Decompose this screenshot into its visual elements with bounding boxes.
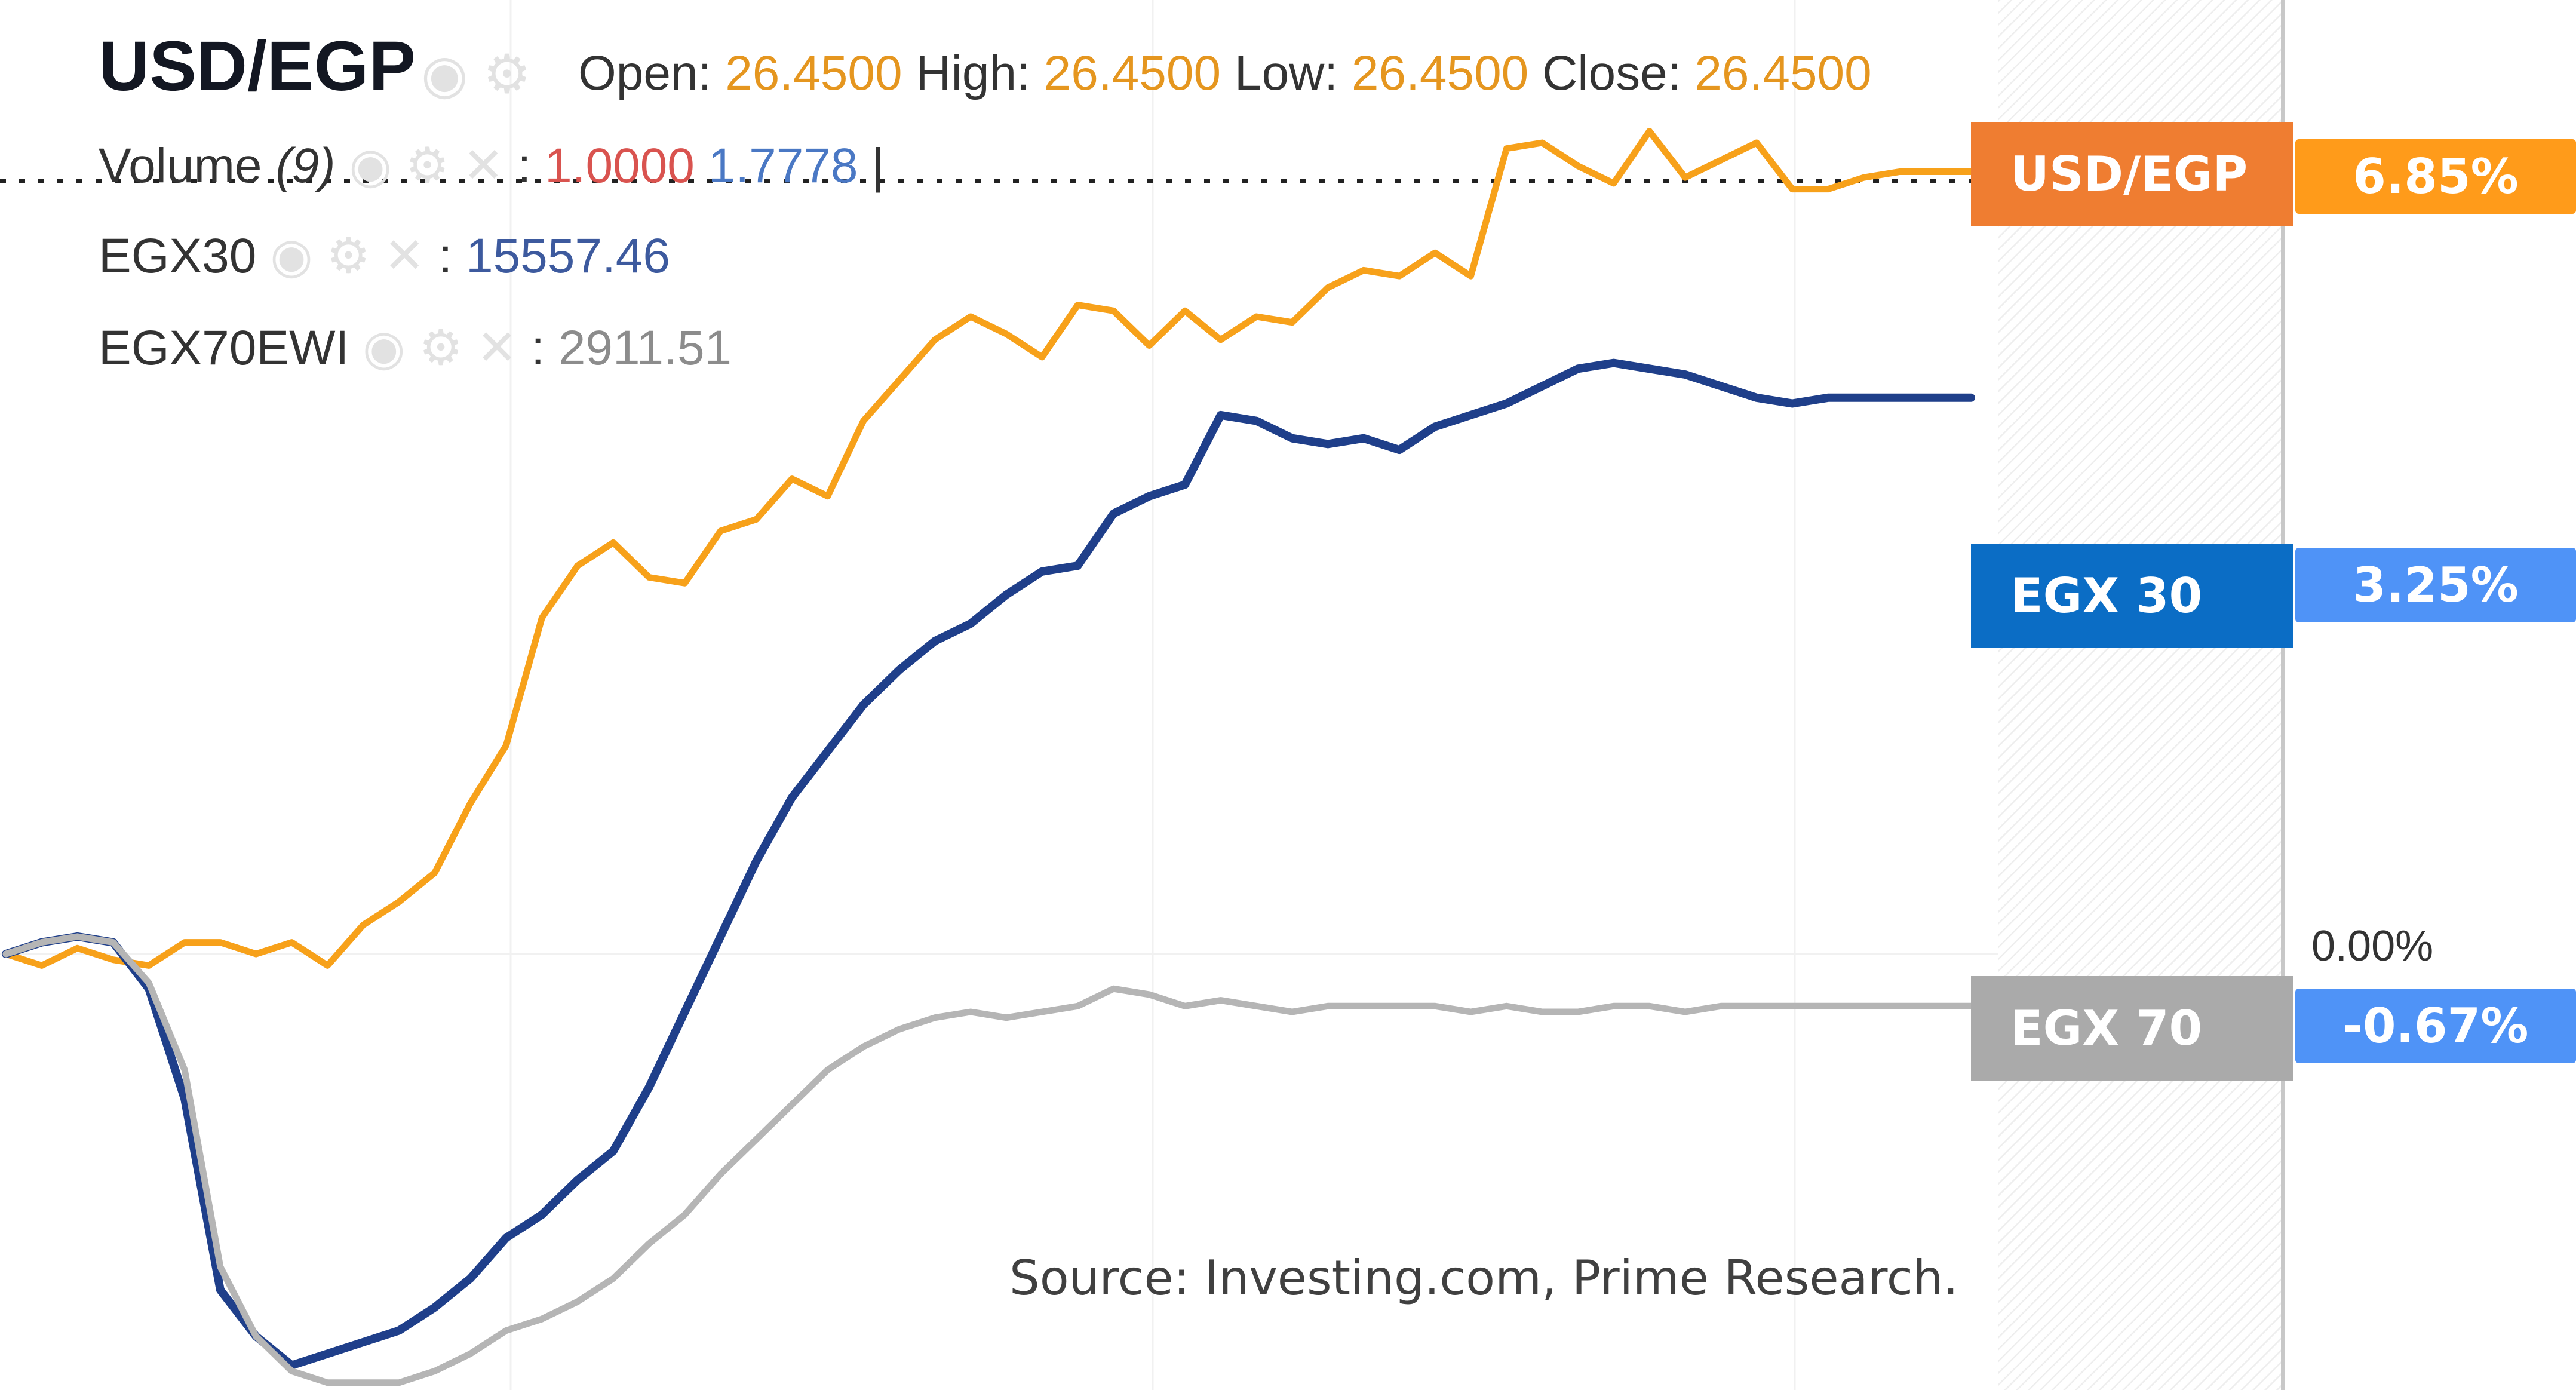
- pct-badge-usd: 6.85%: [2295, 139, 2576, 214]
- high-value: 26.4500: [1043, 46, 1221, 100]
- volume-cursor: |: [871, 139, 885, 193]
- series-tag-egx70: EGX 70: [1971, 976, 2293, 1081]
- close-label: Close:: [1542, 46, 1681, 100]
- ohlc-readout: Open: 26.4500 High: 26.4500 Low: 26.4500…: [578, 49, 1872, 98]
- high-label: High:: [916, 46, 1030, 100]
- eye-icon[interactable]: ◉: [363, 321, 406, 375]
- source-note: Source: Investing.com, Prime Research.: [1009, 1250, 1958, 1306]
- open-value: 26.4500: [725, 46, 902, 100]
- separator: :: [531, 321, 545, 375]
- future-hatched-area: [1998, 0, 2282, 1390]
- egx70-label: EGX70EWI: [99, 321, 349, 375]
- gear-icon[interactable]: ⚙: [405, 139, 450, 193]
- series-tag-egx30: EGX 30: [1971, 544, 2293, 648]
- open-label: Open:: [578, 46, 712, 100]
- eye-icon[interactable]: ◉: [421, 45, 468, 105]
- egx30-label: EGX30: [99, 229, 257, 283]
- eye-icon[interactable]: ◉: [270, 229, 313, 283]
- pct-badge-egx70: -0.67%: [2295, 989, 2576, 1063]
- low-value: 26.4500: [1351, 46, 1529, 100]
- legend-row-egx30[interactable]: EGX30 ◉ ⚙ ✕ : 15557.46: [99, 232, 670, 281]
- gear-icon[interactable]: ⚙: [326, 229, 371, 283]
- close-icon[interactable]: ✕: [383, 229, 425, 283]
- low-label: Low:: [1234, 46, 1338, 100]
- pct-badge-egx30: 3.25%: [2295, 548, 2576, 622]
- series-layer: [2, 128, 1975, 1386]
- series-tag-usd: USD/EGP: [1971, 122, 2293, 226]
- egx70-value: 2911.51: [558, 321, 732, 375]
- series-line-egx30: [2, 358, 1975, 1370]
- volume-label: Volume: [99, 139, 262, 193]
- egx30-value: 15557.46: [465, 229, 670, 283]
- separator: :: [438, 229, 453, 283]
- grid: [0, 0, 2282, 1390]
- gear-icon[interactable]: ⚙: [483, 45, 532, 105]
- symbol-title: USD/EGP: [99, 27, 416, 106]
- close-icon[interactable]: ✕: [476, 321, 518, 375]
- series-line-egx70: [2, 933, 1975, 1386]
- legend-row-egx70[interactable]: EGX70EWI ◉ ⚙ ✕ : 2911.51: [99, 324, 732, 373]
- volume-value-1: 1.0000: [545, 139, 695, 193]
- volume-period: (9): [275, 139, 336, 193]
- close-value: 26.4500: [1694, 46, 1872, 100]
- separator: :: [517, 139, 532, 193]
- legend-row-volume[interactable]: Volume (9) ◉ ⚙ ✕ : 1.0000 1.7778 |: [99, 142, 885, 191]
- series-line-usd: [2, 128, 1975, 969]
- eye-icon[interactable]: ◉: [349, 139, 392, 193]
- gear-icon[interactable]: ⚙: [419, 321, 463, 375]
- zero-axis-label: 0.00%: [2311, 922, 2434, 970]
- close-icon[interactable]: ✕: [463, 139, 504, 193]
- symbol-controls: ◉ ⚙: [421, 48, 531, 102]
- volume-value-2: 1.7778: [708, 139, 858, 193]
